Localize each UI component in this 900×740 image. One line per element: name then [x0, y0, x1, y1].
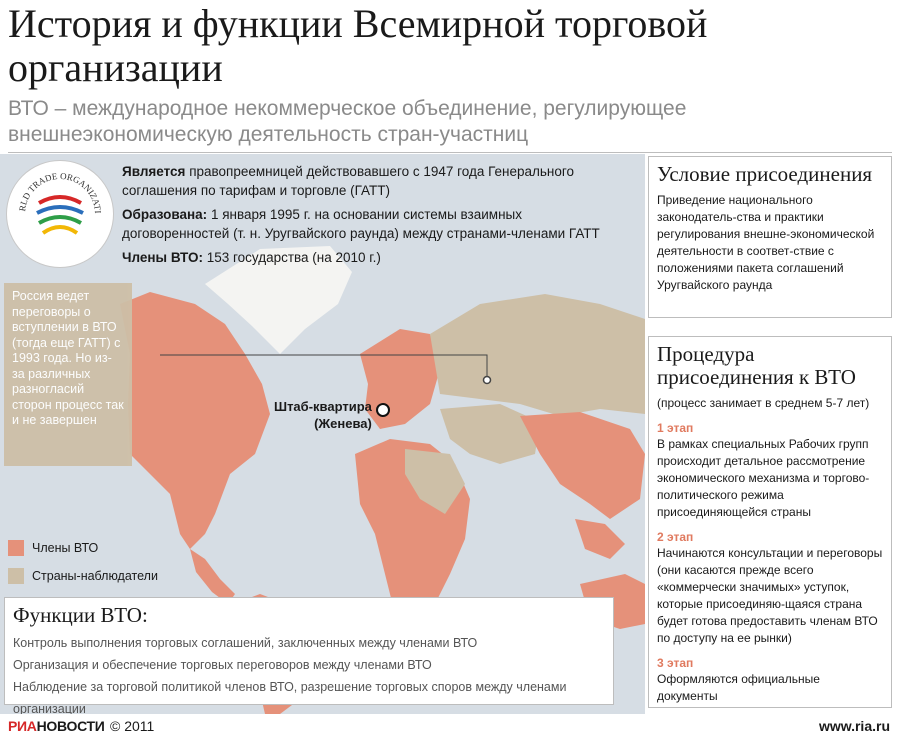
function-item: Организация и обеспечение торговых перег… — [13, 658, 432, 672]
world-map-svg — [120, 246, 645, 714]
info-block: Является правопреемницей действовавшего … — [122, 162, 632, 272]
southeast-asia-shape — [575, 519, 625, 559]
stage-2-text: Начинаются консультации и переговоры (он… — [657, 546, 883, 645]
header-divider — [8, 152, 892, 153]
successor-line: Является правопреемницей действовавшего … — [122, 162, 632, 200]
function-item: Наблюдение за торговой политикой членов … — [13, 680, 567, 716]
copyright: © 2011 — [110, 718, 155, 734]
russia-leader-line — [160, 354, 488, 380]
central-america-shape — [190, 549, 235, 604]
procedure-note: (процесс занимает в среднем 5-7 лет) — [657, 396, 870, 410]
procedure-card: Процедура присоединения к ВТО (процесс з… — [648, 336, 892, 708]
members-text: 153 государства (на 2010 г.) — [206, 250, 381, 265]
legend-observers-label: Страны-наблюдатели — [32, 569, 158, 583]
stage-3-text: Оформляются официальные документы — [657, 672, 820, 703]
accession-title: Условие присоединения — [657, 162, 873, 186]
page-title: История и функции Всемирной торговой орг… — [8, 1, 708, 90]
site-link[interactable]: www.ria.ru — [818, 718, 890, 734]
russia-note: Россия ведет переговоры о вступлении в В… — [4, 283, 132, 466]
function-item: Контроль выполнения торговых соглашений,… — [13, 636, 478, 650]
stage-1-text: В рамках специальных Рабочих групп проис… — [657, 437, 870, 519]
geneva-marker — [376, 403, 390, 417]
functions-title: Функции ВТО: — [13, 603, 148, 627]
founded-label: Образована: — [122, 207, 208, 222]
ria-logo-dark: НОВОСТИ — [36, 718, 105, 734]
successor-label: Является — [122, 164, 186, 179]
legend-members-label: Члены ВТО — [32, 541, 99, 555]
legend-members-swatch — [8, 540, 24, 556]
russia-shape — [430, 294, 645, 416]
legend-observers-swatch — [8, 568, 24, 584]
north-america-shape — [120, 292, 270, 549]
founded-text: 1 января 1995 г. на основании системы вз… — [122, 207, 600, 241]
hq-label-line2: (Женева) — [314, 416, 372, 431]
footer: РИАНОВОСТИ © 2011 www.ria.ru — [0, 714, 900, 740]
members-label: Члены ВТО: — [122, 250, 203, 265]
page-subtitle: ВТО – международное некоммерческое объед… — [8, 97, 687, 146]
ria-logo: РИАНОВОСТИ — [8, 718, 105, 734]
middle-east-shape — [440, 404, 540, 464]
wto-logo-icon: WORLD TRADE ORGANIZATION — [7, 161, 103, 235]
hq-label-line1: Штаб-квартира — [274, 399, 372, 414]
members-line: Члены ВТО: 153 государства (на 2010 г.) — [122, 248, 632, 267]
procedure-title: Процедура присоединения к ВТО — [657, 342, 856, 389]
successor-text: правопреемницей действовавшего с 1947 го… — [122, 164, 575, 198]
legend-observers: Страны-наблюдатели — [8, 568, 158, 584]
asia-shape — [520, 412, 645, 519]
accession-card: Условие присоединения Приведение национа… — [648, 156, 892, 318]
stage-2-label: 2 этап — [657, 530, 694, 544]
greenland-shape — [205, 246, 352, 354]
wto-logo: WORLD TRADE ORGANIZATION — [6, 160, 114, 268]
russia-marker — [482, 375, 492, 385]
founded-line: Образована: 1 января 1995 г. на основани… — [122, 205, 632, 243]
europe-shape — [360, 329, 440, 429]
ria-logo-red: РИА — [8, 718, 37, 734]
functions-box: Функции ВТО: Контроль выполнения торговы… — [4, 597, 614, 716]
stage-3-label: 3 этап — [657, 656, 694, 670]
stage-1-label: 1 этап — [657, 421, 694, 435]
accession-text: Приведение национального законодатель-ст… — [657, 193, 875, 292]
legend-members: Члены ВТО — [8, 540, 98, 556]
hq-label: Штаб-квартира (Женева) — [274, 398, 372, 432]
africa-observer-shape — [405, 449, 465, 514]
